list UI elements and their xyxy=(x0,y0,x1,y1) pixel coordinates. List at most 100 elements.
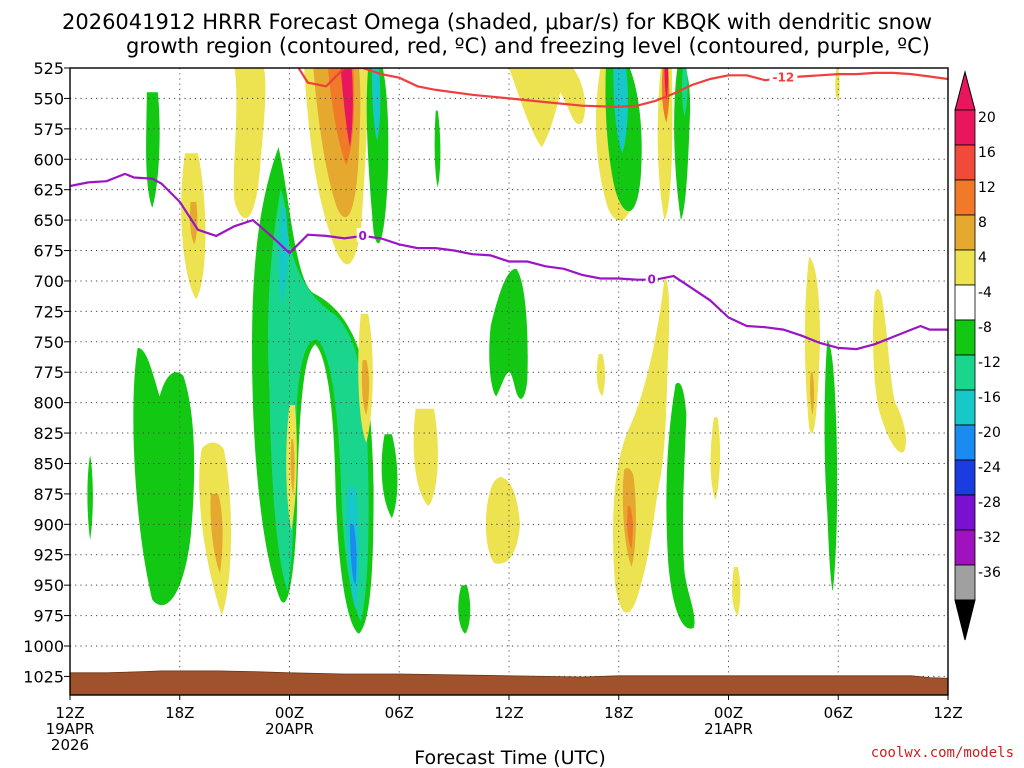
dgz-minus12-label-0: -12 xyxy=(773,71,795,85)
colorbar-label-0: 20 xyxy=(978,110,996,126)
colorbar-label-7: -12 xyxy=(978,355,1001,371)
y-tick-label-925: 925 xyxy=(33,546,64,565)
chart-title-line-1: 2026041912 HRRR Forecast Omega (shaded, … xyxy=(62,10,932,34)
omega-blob-23 xyxy=(381,434,398,519)
y-tick-label-650: 650 xyxy=(33,211,64,230)
omega-blob-47 xyxy=(824,339,838,592)
ground-surface xyxy=(69,670,949,696)
grid-lines xyxy=(69,67,949,695)
omega-blob-13 xyxy=(371,68,381,141)
y-tick-label-700: 700 xyxy=(33,272,64,291)
y-tick-label-775: 775 xyxy=(33,363,64,382)
colorbar-bottom-arrow xyxy=(954,599,976,641)
y-tick-label-875: 875 xyxy=(33,485,64,504)
colorbar-segment-13 xyxy=(954,564,976,601)
colorbar-label-5: -4 xyxy=(978,285,992,301)
freezing-level-label-bg-0 xyxy=(356,227,369,242)
terrain-layer xyxy=(69,670,949,696)
freezing-level-label-bg-1 xyxy=(645,271,658,286)
dgz-minus12-label-bg-0 xyxy=(769,69,798,84)
y-tick-label-900: 900 xyxy=(33,515,64,534)
y-tick-label-975: 975 xyxy=(33,607,64,626)
omega-blob-37 xyxy=(682,68,688,117)
x-tick-label-0-1: 19APR xyxy=(46,720,95,738)
colorbar-label-9: -20 xyxy=(978,425,1001,441)
y-tick-label-850: 850 xyxy=(33,454,64,473)
omega-blob-18 xyxy=(349,524,357,586)
x-tick-label-2-0: 00Z xyxy=(275,704,304,722)
omega-blob-43 xyxy=(710,417,721,500)
omega-blob-4 xyxy=(87,455,93,541)
x-tick-label-0-2: 2026 xyxy=(51,736,89,754)
colorbar-segment-4 xyxy=(954,249,976,286)
x-tick-label-5-0: 18Z xyxy=(604,704,633,722)
omega-blob-32 xyxy=(613,68,628,154)
omega-blob-24 xyxy=(413,408,438,507)
colorbar-segment-8 xyxy=(954,389,976,426)
colorbar-label-11: -28 xyxy=(978,495,1001,511)
omega-blob-33 xyxy=(657,68,673,221)
omega-blob-22 xyxy=(361,360,370,415)
omega-blob-6 xyxy=(210,493,223,573)
dgz-minus12-line xyxy=(297,68,948,109)
freezing-level-line xyxy=(70,172,948,351)
colorbar-top-arrow xyxy=(954,70,976,111)
colorbar-segment-10 xyxy=(954,459,976,496)
y-tick-label-950: 950 xyxy=(33,576,64,595)
colorbar-segment-0 xyxy=(954,109,976,146)
omega-blob-45 xyxy=(804,256,820,434)
y-tick-label-800: 800 xyxy=(33,394,64,413)
x-tick-label-4-0: 12Z xyxy=(494,704,523,722)
y-axis-ticks: 525 550 575 600 625 650 675 700 725 750 775 800 825 8… xyxy=(23,59,70,686)
omega-blob-25 xyxy=(434,110,441,188)
omega-blob-42 xyxy=(666,382,695,629)
freezing-level-label-0: 0 xyxy=(358,229,366,243)
omega-blob-44 xyxy=(732,566,741,616)
colorbar-label-8: -16 xyxy=(978,390,1001,406)
x-tick-label-7-0: 06Z xyxy=(824,704,853,722)
colorbar-segment-6 xyxy=(954,319,976,356)
x-tick-label-2-1: 20APR xyxy=(265,720,314,738)
x-tick-label-0-0: 12Z xyxy=(55,704,84,722)
colorbar-label-6: -8 xyxy=(978,320,992,336)
colorbar-label-12: -32 xyxy=(978,530,1001,546)
x-tick-label-3-0: 06Z xyxy=(385,704,414,722)
colorbar-segment-9 xyxy=(954,424,976,461)
y-tick-label-1025: 1025 xyxy=(23,667,64,686)
colorbar-segment-5 xyxy=(954,284,976,321)
colorbar-label-13: -36 xyxy=(978,565,1001,581)
y-tick-label-550: 550 xyxy=(33,89,64,108)
x-tick-label-6-1: 21APR xyxy=(704,720,753,738)
x-tick-label-6-0: 00Z xyxy=(714,704,743,722)
omega-blob-40 xyxy=(627,506,633,549)
colorbar-label-1: 16 xyxy=(978,145,996,161)
omega-blob-3 xyxy=(133,347,195,606)
omega-blob-16 xyxy=(278,207,288,306)
colorbar-segment-7 xyxy=(954,354,976,391)
chart-title-line-2: growth region (contoured, red, ºC) and f… xyxy=(126,34,930,58)
y-tick-label-575: 575 xyxy=(33,120,64,139)
omega-blob-29 xyxy=(509,68,586,148)
omega-blob-41 xyxy=(596,354,605,397)
y-tick-label-725: 725 xyxy=(33,302,64,321)
omega-shading-layer xyxy=(87,68,907,634)
omega-blob-27 xyxy=(485,477,520,564)
omega-blob-12 xyxy=(366,68,389,244)
omega-blob-35 xyxy=(664,68,669,101)
omega-blob-7 xyxy=(233,68,266,219)
omega-blob-48 xyxy=(873,289,907,453)
omega-blob-46 xyxy=(810,372,815,415)
colorbar-segment-12 xyxy=(954,529,976,566)
contour-layer: 0 0 -12 xyxy=(70,68,948,351)
colorbar-segment-2 xyxy=(954,179,976,216)
y-tick-label-525: 525 xyxy=(33,59,64,78)
x-tick-label-1-0: 18Z xyxy=(165,704,194,722)
x-axis-label: Forecast Time (UTC) xyxy=(414,747,605,768)
omega-blob-11 xyxy=(340,68,353,148)
y-tick-label-625: 625 xyxy=(33,181,64,200)
omega-blob-20 xyxy=(290,439,295,494)
omega-blob-28 xyxy=(458,585,471,634)
colorbar-segment-3 xyxy=(954,214,976,251)
